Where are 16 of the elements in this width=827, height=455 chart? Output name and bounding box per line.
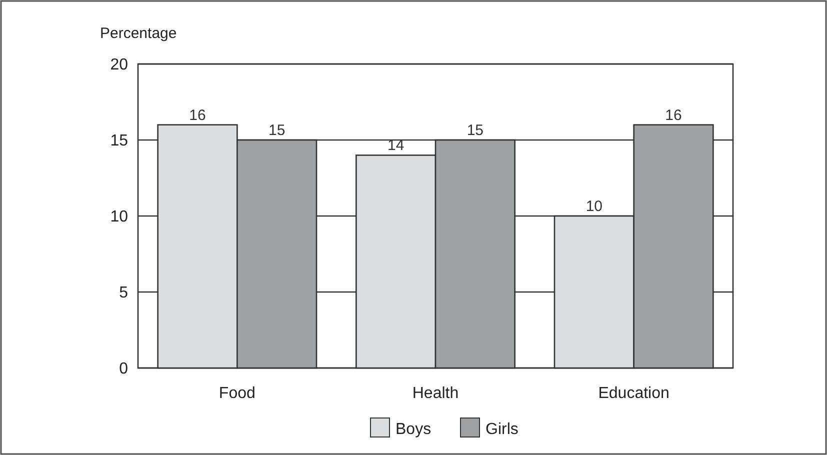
- x-tick-label: Food: [218, 385, 256, 402]
- legend-label: Boys: [396, 421, 432, 438]
- y-tick-label: 20: [110, 56, 128, 74]
- data-label: 16: [189, 106, 206, 124]
- y-tick-label: 15: [110, 132, 128, 150]
- y-axis-title: Percentage: [100, 25, 177, 42]
- x-tick-label: Health: [412, 385, 459, 402]
- data-label: 10: [586, 198, 603, 215]
- y-tick-label: 0: [119, 360, 128, 378]
- y-tick-label: 10: [110, 208, 128, 226]
- data-label: 16: [665, 106, 682, 124]
- y-tick-label: 5: [119, 284, 128, 302]
- x-tick-label: Education: [598, 385, 670, 402]
- data-label: 15: [268, 122, 286, 139]
- data-label: 15: [466, 122, 484, 139]
- legend-label: Girls: [486, 421, 518, 438]
